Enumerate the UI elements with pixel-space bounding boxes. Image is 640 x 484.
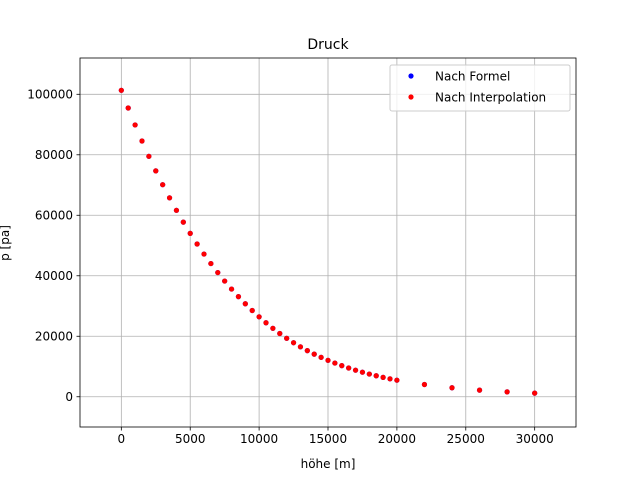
data-point xyxy=(291,340,296,345)
data-point xyxy=(257,314,262,319)
x-tick-label: 20000 xyxy=(378,432,416,446)
y-tick-label: 100000 xyxy=(27,88,73,102)
data-point xyxy=(305,348,310,353)
legend-label-formel: Nach Formel xyxy=(435,70,510,84)
data-point xyxy=(119,88,124,93)
data-point xyxy=(222,278,227,283)
data-point xyxy=(160,182,165,187)
data-point xyxy=(181,220,186,225)
legend-marker-interpolation xyxy=(408,94,413,99)
data-point xyxy=(353,368,358,373)
data-point xyxy=(208,261,213,266)
data-point xyxy=(381,375,386,380)
data-point xyxy=(319,355,324,360)
data-point xyxy=(188,231,193,236)
data-point xyxy=(215,270,220,275)
data-point xyxy=(532,391,537,396)
data-point xyxy=(367,371,372,376)
chart-title: Druck xyxy=(307,37,349,53)
data-point xyxy=(126,105,131,110)
legend: Nach Formel Nach Interpolation xyxy=(390,65,570,111)
data-point xyxy=(477,388,482,393)
legend-marker-formel xyxy=(408,73,413,78)
data-point xyxy=(133,122,138,127)
data-point xyxy=(387,376,392,381)
data-point xyxy=(332,360,337,365)
y-tick-label: 60000 xyxy=(35,209,73,223)
data-point xyxy=(174,208,179,213)
y-axis-label: p [pa] xyxy=(0,225,12,261)
data-point xyxy=(139,138,144,143)
data-point xyxy=(263,320,268,325)
y-tick-label: 80000 xyxy=(35,148,73,162)
data-point xyxy=(270,326,275,331)
y-tick-label: 20000 xyxy=(35,330,73,344)
data-point xyxy=(236,294,241,299)
data-point xyxy=(195,241,200,246)
y-tick-label: 40000 xyxy=(35,269,73,283)
data-point xyxy=(146,154,151,159)
data-point xyxy=(153,168,158,173)
x-axis-label: höhe [m] xyxy=(301,457,356,471)
data-point xyxy=(325,358,330,363)
data-point xyxy=(243,301,248,306)
data-point xyxy=(229,286,234,291)
x-tick-label: 10000 xyxy=(240,432,278,446)
data-point xyxy=(339,363,344,368)
data-point xyxy=(449,385,454,390)
x-tick-label: 5000 xyxy=(175,432,206,446)
data-point xyxy=(505,389,510,394)
data-point xyxy=(167,195,172,200)
data-point xyxy=(277,331,282,336)
legend-label-interpolation: Nach Interpolation xyxy=(435,91,546,105)
data-point xyxy=(360,370,365,375)
data-point xyxy=(250,308,255,313)
data-point xyxy=(394,378,399,383)
x-tick-label: 25000 xyxy=(447,432,485,446)
data-point xyxy=(346,365,351,370)
data-point xyxy=(284,336,289,341)
x-tick-label: 30000 xyxy=(516,432,554,446)
data-point xyxy=(201,251,206,256)
data-point xyxy=(374,373,379,378)
x-tick-label: 0 xyxy=(118,432,126,446)
data-point xyxy=(298,344,303,349)
x-tick-label: 15000 xyxy=(309,432,347,446)
y-tick-label: 0 xyxy=(65,390,73,404)
data-point xyxy=(422,382,427,387)
data-point xyxy=(312,352,317,357)
